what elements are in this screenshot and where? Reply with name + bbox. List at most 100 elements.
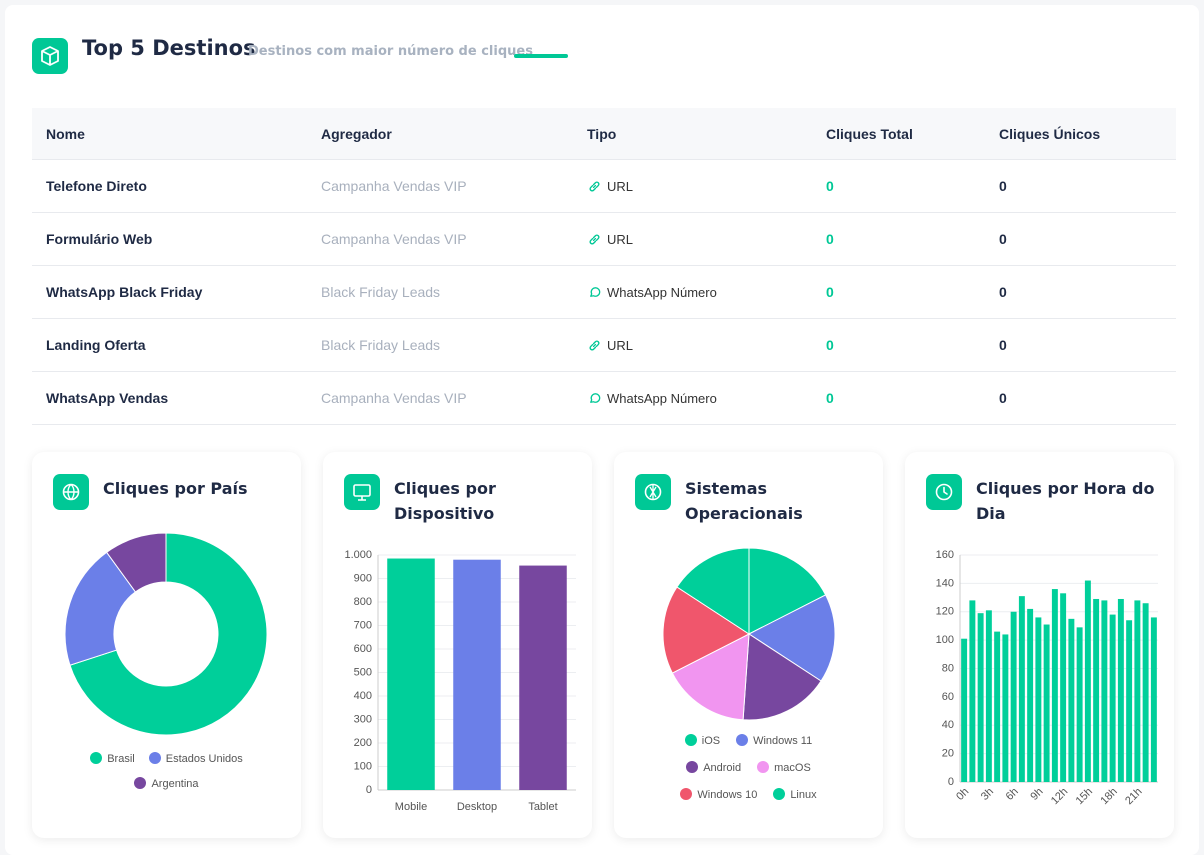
y-tick-label: 200	[354, 737, 372, 749]
cell: 0	[812, 371, 985, 425]
x-tick-label: Tablet	[528, 801, 557, 813]
bar	[1002, 634, 1009, 782]
bar	[1084, 580, 1091, 782]
bar	[1010, 611, 1017, 782]
bar	[453, 559, 501, 790]
header-icon	[32, 38, 68, 74]
slice	[64, 551, 137, 666]
legend-swatch	[684, 734, 697, 746]
bar	[1035, 617, 1042, 782]
card-title: Sistemas Operacionais	[685, 479, 803, 523]
x-tick-label: 15h	[1074, 786, 1095, 807]
legend-swatch	[757, 761, 770, 773]
slice	[742, 633, 822, 721]
cell: Landing Oferta	[32, 318, 307, 372]
bar	[985, 610, 992, 782]
slice	[748, 594, 836, 682]
y-tick-label: 160	[936, 549, 954, 561]
cell: 0	[812, 159, 985, 213]
legend-item: Linux	[773, 788, 817, 801]
card-title: Cliques por País	[103, 479, 248, 498]
cell: 0	[985, 371, 1176, 425]
column-header: Agregador	[307, 108, 573, 160]
cell: Black Friday Leads	[307, 265, 573, 319]
card-title: Cliques por Hora do Dia	[976, 479, 1155, 523]
column-header: Cliques Únicos	[985, 108, 1176, 160]
chart-card: Cliques por País Brasil Estados Unidos Arg…	[32, 452, 301, 838]
y-tick-label: 100	[354, 760, 372, 772]
legend: Brasil Estados Unidos Argentina	[72, 752, 262, 790]
legend-item: Android	[686, 761, 741, 774]
x-tick-label: 3h	[979, 786, 996, 803]
x-tick-label: 6h	[1004, 786, 1021, 803]
legend-swatch	[680, 788, 693, 800]
legend-label: Estados Unidos	[165, 753, 243, 765]
table: Nome Agregador Tipo Cliques Total Clique…	[32, 108, 1176, 425]
chart-card: Sistemas Operacionais iOS Windows 11 Andro…	[614, 452, 883, 838]
cell: 0	[985, 318, 1176, 372]
cell: 0	[985, 159, 1176, 213]
legend-swatch	[686, 761, 699, 773]
cell: 0	[985, 212, 1176, 266]
bar	[1150, 617, 1157, 782]
legend: iOS Windows 11 Android macOS Windows 10 Linux	[669, 734, 829, 801]
title: Top 5 Destinos	[82, 36, 256, 60]
cell: URL	[573, 212, 812, 266]
slice	[105, 532, 167, 593]
slice	[676, 547, 750, 635]
bar	[994, 631, 1001, 782]
legend-swatch	[736, 734, 749, 746]
y-tick-label: 120	[936, 606, 954, 618]
cell: Black Friday Leads	[307, 318, 573, 372]
type: URL	[607, 231, 634, 247]
bar	[1117, 598, 1124, 782]
card-icon	[635, 474, 671, 510]
cell: Formulário Web	[32, 212, 307, 266]
y-tick-label: 0	[948, 776, 954, 788]
bar	[969, 600, 976, 782]
chart: 0 20 40 60 80 100 120 140 160 0h 3h 6h 9h 12h 15h 18h 21…	[936, 549, 1158, 807]
x-tick-label: 9h	[1028, 786, 1045, 803]
y-tick-label: 700	[354, 619, 372, 631]
legend-label: Windows 10	[697, 789, 758, 801]
cell: WhatsApp Black Friday	[32, 265, 307, 319]
x-tick-label: Mobile	[395, 801, 427, 813]
legend-label: Argentina	[151, 778, 199, 790]
card-icon	[53, 474, 89, 510]
x-tick-label: 0h	[954, 786, 971, 803]
type: WhatsApp Número	[607, 284, 717, 300]
legend-swatch	[90, 752, 103, 764]
legend-label: macOS	[774, 762, 811, 774]
x-tick-label: Desktop	[457, 801, 497, 813]
legend-item: Windows 11	[736, 734, 812, 747]
cell: Telefone Direto	[32, 159, 307, 213]
legend-swatch	[134, 777, 147, 789]
bar	[1043, 624, 1050, 782]
cell: Campanha Vendas VIP	[307, 212, 573, 266]
bar	[977, 613, 984, 782]
cell: 0	[985, 265, 1176, 319]
type: URL	[607, 178, 634, 194]
legend-swatch	[148, 752, 161, 764]
chart-card: 0 20 40 60 80 100 120 140 160 0h 3h 6h 9h 12h 15h 18h 21…	[905, 452, 1174, 838]
bar	[1068, 618, 1075, 782]
y-tick-label: 400	[354, 690, 372, 702]
bar	[387, 558, 435, 790]
bar	[1101, 600, 1108, 782]
accent-line	[514, 54, 568, 58]
subtitle: Destinos com maior número de cliques	[248, 44, 533, 59]
y-tick-label: 140	[936, 577, 954, 589]
chart: 0 100 200 300 400 500 600 700 800 900 1.000 Mobile D…	[344, 549, 576, 813]
bar	[1076, 627, 1083, 782]
y-tick-label: 800	[354, 596, 372, 608]
cell: Campanha Vendas VIP	[307, 159, 573, 213]
bar	[1126, 620, 1133, 782]
card-title: Cliques por Dispositivo	[394, 479, 496, 523]
column-header: Nome	[32, 108, 307, 160]
bar	[1142, 603, 1149, 782]
slice	[69, 532, 268, 736]
bar	[1109, 614, 1116, 782]
x-tick-label: 12h	[1049, 786, 1070, 807]
y-tick-label: 80	[942, 662, 954, 674]
bar	[961, 638, 968, 782]
